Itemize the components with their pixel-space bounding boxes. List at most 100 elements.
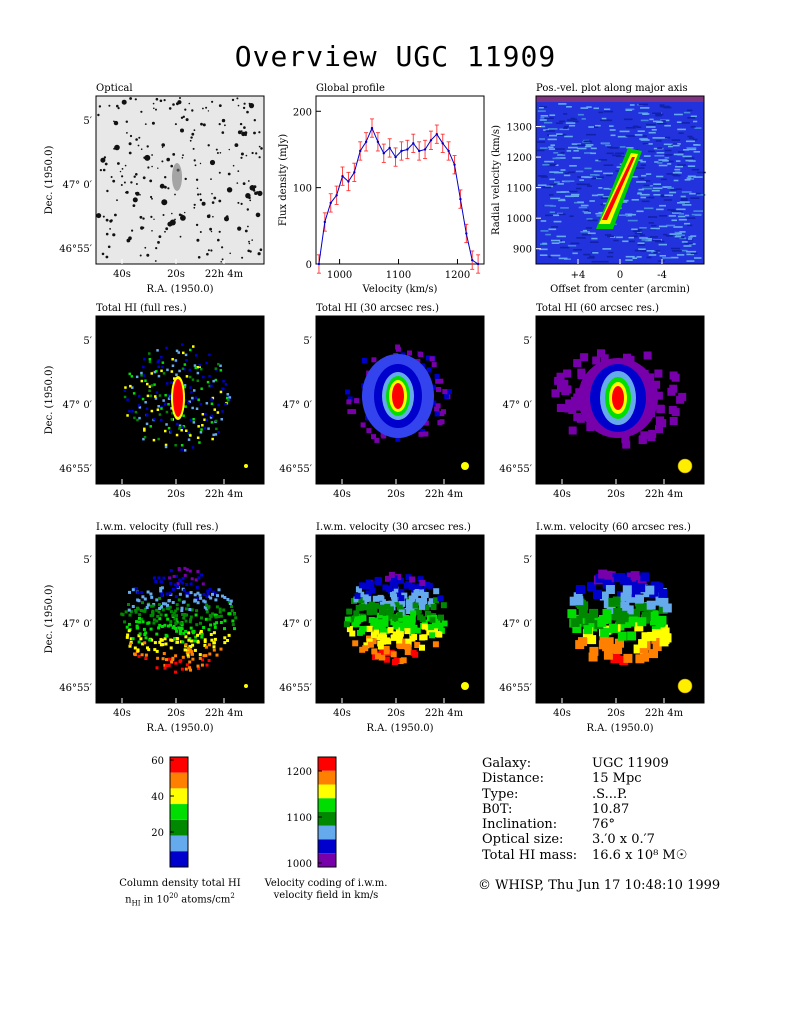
map-pixel — [195, 354, 198, 357]
vel-pixel — [143, 641, 147, 645]
map-pixel — [154, 395, 157, 398]
pv-noise-cell — [540, 115, 548, 117]
pv-noise-cell — [581, 176, 590, 178]
vel-pixel — [149, 627, 153, 631]
vel-pixel — [640, 572, 650, 582]
vel-pixel — [360, 615, 367, 622]
pv-emission-core — [602, 157, 635, 220]
pv-noise-cell — [586, 106, 592, 108]
vel-pixel — [395, 574, 402, 580]
vel-pixel — [189, 639, 193, 643]
hi-30-beam — [461, 462, 469, 470]
vel-pixel — [152, 621, 156, 625]
vel-pixel — [215, 621, 219, 625]
vel-pixel — [433, 588, 440, 595]
vel-pixel — [376, 619, 383, 626]
map-pixel — [197, 425, 200, 428]
vel-pixel — [209, 623, 213, 627]
vel-pixel — [409, 623, 415, 630]
optical-star — [206, 252, 209, 256]
pv-noise-cell — [651, 129, 657, 131]
vel-pixel — [219, 647, 223, 651]
optical-star — [232, 164, 235, 167]
vel-30-title: I.w.m. velocity (30 arcsec res.) — [316, 522, 471, 533]
pv-noise-cell — [641, 239, 649, 241]
vel-pixel — [161, 643, 165, 647]
map-pixel — [192, 418, 195, 421]
pv-noise-cell — [686, 217, 696, 219]
map-pixel — [160, 369, 163, 373]
vel-pixel — [191, 657, 195, 661]
optical-star — [129, 97, 133, 100]
optical-star — [146, 253, 150, 257]
info-value: 10.87 — [592, 801, 630, 817]
galaxy-info-table: Galaxy: UGC 11909 Distance: 15 Mpc Type: .S..… — [482, 756, 687, 863]
map-pixel — [658, 419, 667, 428]
vel-pixel — [607, 643, 617, 653]
colorbar-tick-label: 60 — [151, 756, 164, 767]
map-pixel — [160, 407, 163, 410]
map-pixel — [193, 364, 197, 367]
dec-tick-label: 5′ — [303, 336, 312, 347]
pv-noise-cell — [564, 180, 575, 182]
optical-star — [244, 229, 248, 233]
vel-pixel — [140, 591, 144, 595]
vel-pixel — [396, 604, 403, 611]
map-pixel — [150, 384, 154, 387]
ra-tick-label: 40s — [113, 269, 131, 280]
vel-pixel — [616, 573, 626, 583]
pv-emission — [596, 148, 642, 229]
pv-noise-cell — [664, 149, 672, 152]
vel-pixel — [399, 600, 406, 607]
pv-noise-cell — [619, 146, 626, 148]
pv-noise-cell — [637, 191, 642, 194]
pv-noise-cell — [595, 159, 601, 162]
optical-star — [199, 231, 202, 233]
optical-star — [133, 175, 136, 178]
optical-star — [164, 185, 167, 189]
vel-pixel — [205, 607, 209, 611]
vel-pixel — [362, 594, 369, 601]
optical-star — [259, 248, 263, 251]
pv-noise-cell — [543, 129, 550, 131]
vel-pixel — [230, 609, 234, 613]
pv-noise-cell — [691, 213, 702, 216]
pv-noise-cell — [553, 220, 562, 223]
vel-pixel — [417, 576, 424, 583]
map-pixel — [183, 449, 187, 452]
vel-pixel — [437, 622, 444, 629]
pv-noise-cell — [668, 215, 676, 217]
vel-pixel — [143, 597, 147, 601]
pv-noise-cell — [676, 254, 685, 256]
vel-pixel — [178, 632, 182, 635]
vel-pixel — [133, 653, 137, 657]
pv-noise-cell — [659, 104, 665, 106]
pv-noise-cell — [570, 117, 576, 120]
map-pixel — [164, 402, 167, 406]
pv-noise-cell — [653, 120, 662, 123]
vel-pixel — [204, 617, 208, 621]
pv-noise-cell — [659, 105, 670, 108]
vel-pixel — [188, 608, 192, 611]
pv-noise-cell — [678, 218, 687, 221]
profile-xlabel: Velocity (km/s) — [362, 284, 438, 295]
profile-xtick-label: 1200 — [445, 270, 470, 281]
optical-star — [151, 121, 155, 125]
vel-pixel — [375, 653, 381, 660]
map-pixel — [134, 410, 138, 414]
optical-star — [218, 199, 222, 203]
pv-noise-cell — [623, 118, 633, 121]
optical-star — [179, 97, 181, 99]
pv-noise-cell — [660, 178, 667, 181]
optical-star — [184, 211, 186, 214]
vel-60-emission — [567, 569, 672, 665]
info-value: 76° — [592, 817, 616, 833]
pv-noise-cell — [652, 187, 663, 190]
map-pixel — [188, 375, 192, 379]
map-pixel — [209, 416, 213, 419]
optical-star — [132, 197, 138, 203]
optical-star — [237, 226, 242, 231]
map-pixel — [140, 379, 144, 383]
map-pixel — [161, 365, 164, 369]
pv-noise-cell — [560, 246, 570, 249]
